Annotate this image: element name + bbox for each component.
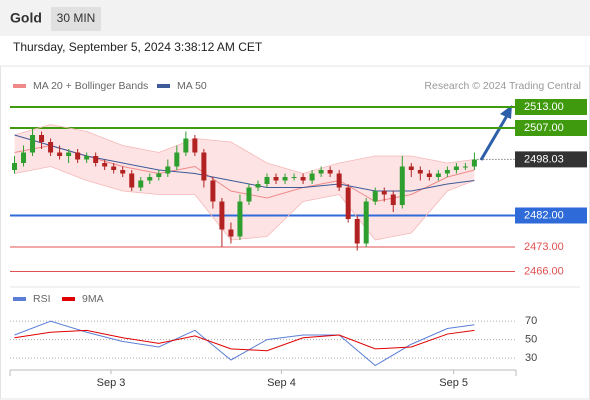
legend-swatch: [62, 297, 75, 301]
candle-body: [246, 187, 252, 202]
candle-body: [471, 159, 477, 167]
candle-body: [399, 166, 405, 205]
candle-body: [102, 163, 108, 167]
x-tick-label: Sep 3: [97, 377, 126, 389]
y-tick-label: 30: [525, 352, 537, 364]
panel-border: [0, 65, 590, 400]
level-label: 2473.00: [524, 241, 564, 253]
candle-body: [66, 152, 72, 156]
candle-body: [453, 166, 459, 170]
level-box: [515, 207, 587, 224]
candle-body: [372, 191, 378, 202]
candle-body: [318, 170, 324, 174]
forecast-arrowhead: [500, 105, 512, 119]
candle-body: [336, 173, 342, 188]
x-tick-label: Sep 4: [267, 377, 296, 389]
level-box: [515, 99, 587, 115]
candle-body: [363, 201, 369, 244]
level-box: [515, 120, 587, 136]
indicator-line: [14, 166, 475, 241]
candle-body: [354, 219, 360, 244]
candle-body: [84, 156, 90, 160]
candle-body: [93, 156, 99, 163]
level-box: [515, 151, 587, 168]
candle-body: [192, 138, 198, 153]
source: Research © 2024 Trading Central: [424, 80, 581, 92]
legend-label: 9MA: [82, 293, 104, 305]
candle-body: [417, 170, 423, 174]
level-label: 2498.03: [524, 153, 564, 165]
candle-body: [282, 177, 288, 181]
series-line: [14, 329, 475, 352]
forecast-arrow: [479, 113, 510, 161]
y-tick-label: 50: [525, 334, 537, 346]
level-label: 2466.00: [524, 265, 564, 277]
level-label: 2507.00: [524, 122, 564, 134]
candle-body: [12, 163, 18, 170]
candle-body: [255, 184, 261, 188]
legend-label: MA 50: [177, 80, 207, 92]
series-line: [14, 320, 475, 367]
candle-body: [381, 191, 387, 195]
candle-body: [39, 135, 45, 142]
indicator-line: [14, 124, 475, 174]
candle-body: [327, 170, 333, 174]
candle-body: [48, 142, 54, 153]
candle-body: [462, 166, 468, 168]
timestamp: Thursday, September 5, 2024 3:38:12 AM C…: [13, 40, 263, 54]
candle-body: [57, 152, 63, 156]
candle-body: [21, 152, 27, 163]
legend-swatch: [157, 84, 170, 88]
candle-body: [174, 152, 180, 167]
legend-label: MA 20 + Bollinger Bands: [33, 80, 148, 92]
candle-body: [138, 180, 144, 188]
candle-body: [165, 166, 171, 174]
candle-body: [291, 177, 297, 178]
candle-body: [237, 201, 243, 237]
candle-body: [309, 173, 315, 181]
legend-swatch: [13, 297, 26, 301]
level-label: 2482.00: [524, 209, 564, 221]
candle-body: [426, 173, 432, 177]
candle-body: [75, 152, 81, 160]
candle-body: [120, 170, 126, 174]
y-tick-label: 70: [525, 315, 537, 327]
x-tick-label: Sep 5: [439, 377, 468, 389]
symbol: Gold: [10, 10, 42, 26]
timeframe-box: [51, 7, 101, 31]
candle-body: [444, 170, 450, 174]
candle-body: [390, 194, 396, 205]
candle-body: [228, 229, 234, 237]
candle-body: [30, 135, 36, 153]
candle-body: [408, 166, 414, 170]
candle-body: [300, 177, 306, 181]
timeframe: 30 MIN: [57, 11, 96, 25]
candle-body: [201, 152, 207, 181]
candle-body: [345, 187, 351, 219]
candle-body: [147, 177, 153, 181]
candle-body: [273, 177, 279, 181]
candle-body: [264, 177, 270, 184]
legend-swatch: [13, 84, 26, 88]
candle-body: [111, 166, 117, 170]
candle-body: [210, 180, 216, 202]
candle-body: [435, 173, 441, 177]
candle-body: [156, 173, 162, 177]
legend-label: RSI: [33, 293, 51, 305]
level-label: 2513.00: [524, 101, 564, 113]
candle-body: [183, 138, 189, 153]
bollinger-band: [14, 124, 475, 240]
candle-body: [129, 173, 135, 188]
candle-body: [219, 201, 225, 230]
